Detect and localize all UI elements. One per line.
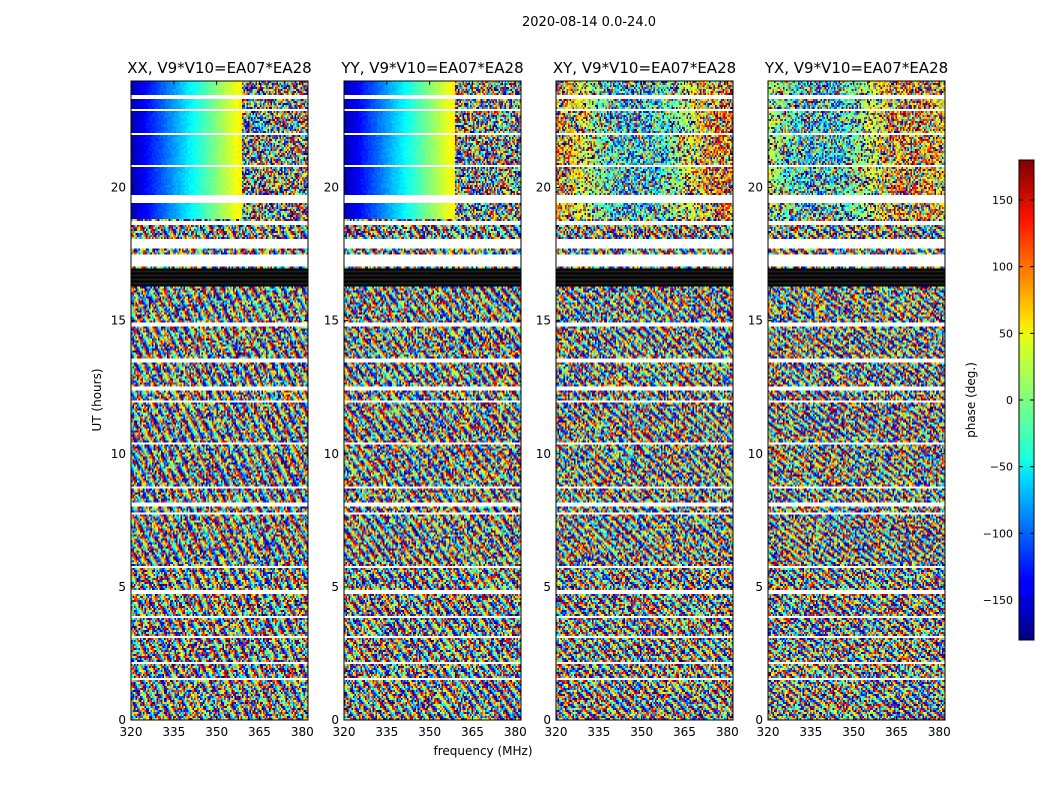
y-tick-label: 5 — [755, 580, 763, 594]
y-tick-label: 5 — [543, 580, 551, 594]
colorbar: 150 100 50 0 −50 −100 −150 phase (deg.) — [964, 159, 1035, 641]
panels-group: XX, V9*V10=EA07*EA28 320 335 350 365 380 0 5 10 1… — [111, 59, 951, 739]
y-tick-label: 10 — [748, 447, 763, 461]
colorbar-tick-label: −100 — [983, 527, 1013, 540]
colorbar-tick-label: 50 — [999, 327, 1013, 340]
y-tick-label: 0 — [755, 713, 763, 727]
x-tick-label: 350 — [418, 725, 441, 739]
x-tick-label: 365 — [461, 725, 484, 739]
axes-frame — [767, 80, 946, 721]
x-axis-label: frequency (MHz) — [433, 744, 532, 758]
y-tick-label: 20 — [111, 181, 126, 195]
x-tick-label: 335 — [799, 725, 822, 739]
x-tick-label: 365 — [885, 725, 908, 739]
x-tick-label: 320 — [333, 725, 356, 739]
x-tick-label: 335 — [375, 725, 398, 739]
colorbar-tick-label: 100 — [992, 261, 1013, 274]
x-tick-label: 365 — [248, 725, 271, 739]
y-tick-label: 10 — [111, 447, 126, 461]
heatmap-yy — [344, 81, 521, 720]
colorbar-tick-label: −50 — [990, 461, 1013, 474]
panel-title: YX, V9*V10=EA07*EA28 — [764, 59, 948, 77]
x-tick-label: 335 — [162, 725, 185, 739]
heatmap-yx — [768, 81, 945, 720]
panel-yx: YX, V9*V10=EA07*EA28 320 335 350 365 380 0 5 10 1… — [748, 59, 951, 739]
y-axis-label: UT (hours) — [90, 368, 104, 431]
x-tick-label: 350 — [630, 725, 653, 739]
y-tick-label: 20 — [324, 181, 339, 195]
heatmap-xx — [131, 81, 308, 720]
axes-frame — [343, 80, 522, 721]
heatmap-xy — [556, 81, 733, 720]
colorbar-ticks: 150 100 50 0 −50 −100 −150 — [983, 194, 1034, 607]
x-tick-label: 380 — [504, 725, 527, 739]
x-tick-label: 380 — [928, 725, 951, 739]
panel-xy: XY, V9*V10=EA07*EA28 320 335 350 365 380 0 5 10 1… — [536, 59, 739, 739]
y-tick-label: 5 — [331, 580, 339, 594]
x-tick-label: 365 — [673, 725, 696, 739]
y-tick-label: 10 — [536, 447, 551, 461]
colorbar-label: phase (deg.) — [964, 362, 978, 438]
y-tick-label: 0 — [543, 713, 551, 727]
x-tick-label: 350 — [205, 725, 228, 739]
x-tick-label: 335 — [587, 725, 610, 739]
panel-title: YY, V9*V10=EA07*EA28 — [340, 59, 523, 77]
y-tick-label: 20 — [536, 181, 551, 195]
y-tick-label: 10 — [324, 447, 339, 461]
x-tick-label: 320 — [545, 725, 568, 739]
y-tick-label: 15 — [536, 314, 551, 328]
y-tick-label: 0 — [118, 713, 126, 727]
colorbar-tick-label: 0 — [1006, 394, 1013, 407]
panel-xx: XX, V9*V10=EA07*EA28 320 335 350 365 380 0 5 10 1… — [111, 59, 314, 739]
colorbar-tick-label: −150 — [983, 594, 1013, 607]
axes-frame — [130, 80, 309, 721]
x-tick-label: 320 — [120, 725, 143, 739]
x-tick-label: 380 — [716, 725, 739, 739]
panel-title: XX, V9*V10=EA07*EA28 — [127, 59, 311, 77]
figure-suptitle: 2020-08-14 0.0-24.0 — [522, 15, 656, 30]
y-tick-label: 15 — [324, 314, 339, 328]
x-tick-label: 380 — [291, 725, 314, 739]
y-tick-label: 0 — [331, 713, 339, 727]
y-tick-label: 15 — [748, 314, 763, 328]
x-tick-label: 350 — [842, 725, 865, 739]
y-tick-label: 15 — [111, 314, 126, 328]
y-tick-label: 20 — [748, 181, 763, 195]
y-tick-label: 5 — [118, 580, 126, 594]
axes-frame — [555, 80, 734, 721]
colorbar-tick-label: 150 — [992, 194, 1013, 207]
panel-title: XY, V9*V10=EA07*EA28 — [553, 59, 736, 77]
x-tick-label: 320 — [757, 725, 780, 739]
panel-yy: YY, V9*V10=EA07*EA28 320 335 350 365 380 0 5 10 1… — [324, 59, 527, 739]
